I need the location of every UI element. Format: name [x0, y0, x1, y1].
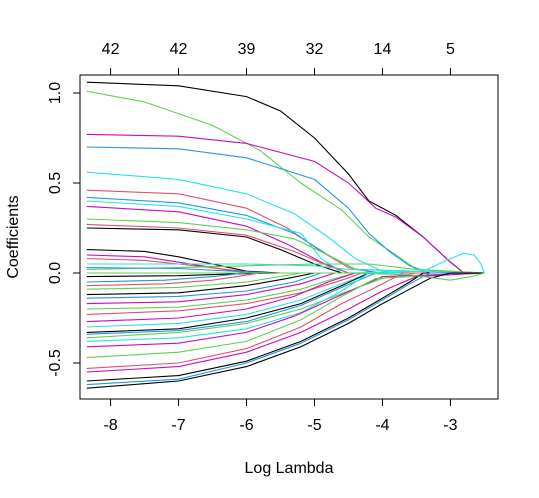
top-tick-label: 42 — [102, 41, 120, 58]
x-tick-label: -5 — [307, 417, 321, 434]
top-tick-label: 32 — [306, 41, 324, 58]
y-tick-label: 1.0 — [47, 82, 64, 104]
top-tick-label: 14 — [374, 41, 392, 58]
coefficient-path-36 — [86, 272, 485, 369]
top-axis-df: 42 42 39 32 14 5 — [102, 41, 455, 76]
coefficient-path-12 — [86, 227, 485, 274]
x-axis-label: Log Lambda — [245, 460, 334, 477]
coefficient-path-8 — [86, 200, 485, 274]
y-axis-label: Coefficients — [5, 195, 22, 278]
coefficient-path-32 — [86, 272, 485, 339]
y-tick-label: 0.5 — [47, 172, 64, 194]
coefficient-path-11 — [86, 223, 485, 274]
x-tick-label: -7 — [171, 417, 185, 434]
y-tick-label: -0.5 — [47, 349, 64, 377]
coefficient-path-40 — [86, 272, 485, 389]
coefficient-path-7 — [86, 196, 485, 274]
plot-frame — [79, 74, 499, 400]
coefficient-path-34 — [86, 272, 485, 348]
top-tick-label: 5 — [446, 41, 455, 58]
coefficient-path-9 — [86, 205, 485, 274]
coefficient-path-2 — [86, 90, 485, 274]
coefficient-path-3 — [86, 133, 485, 274]
x-tick-label: -3 — [443, 417, 457, 434]
coefficient-path-1 — [86, 81, 485, 274]
coefficient-paths — [86, 81, 485, 389]
x-tick-label: -6 — [239, 417, 253, 434]
coefficient-path-39 — [86, 272, 485, 386]
x-axis: -8 -7 -6 -5 -4 -3 — [103, 398, 458, 434]
coefficient-path-42 — [86, 272, 485, 281]
coefficient-path-5 — [86, 171, 485, 274]
coefficient-path-35 — [86, 272, 485, 359]
top-tick-label: 39 — [238, 41, 256, 58]
x-tick-label: -4 — [375, 417, 389, 434]
coefficient-path-37 — [86, 272, 485, 373]
x-tick-label: -8 — [103, 417, 117, 434]
top-tick-label: 42 — [170, 41, 188, 58]
coefficient-path-41 — [86, 252, 485, 274]
coefficient-path-17 — [86, 263, 485, 274]
y-tick-label: 0.0 — [47, 262, 64, 284]
y-axis: -0.5 0.0 0.5 1.0 — [47, 82, 81, 377]
